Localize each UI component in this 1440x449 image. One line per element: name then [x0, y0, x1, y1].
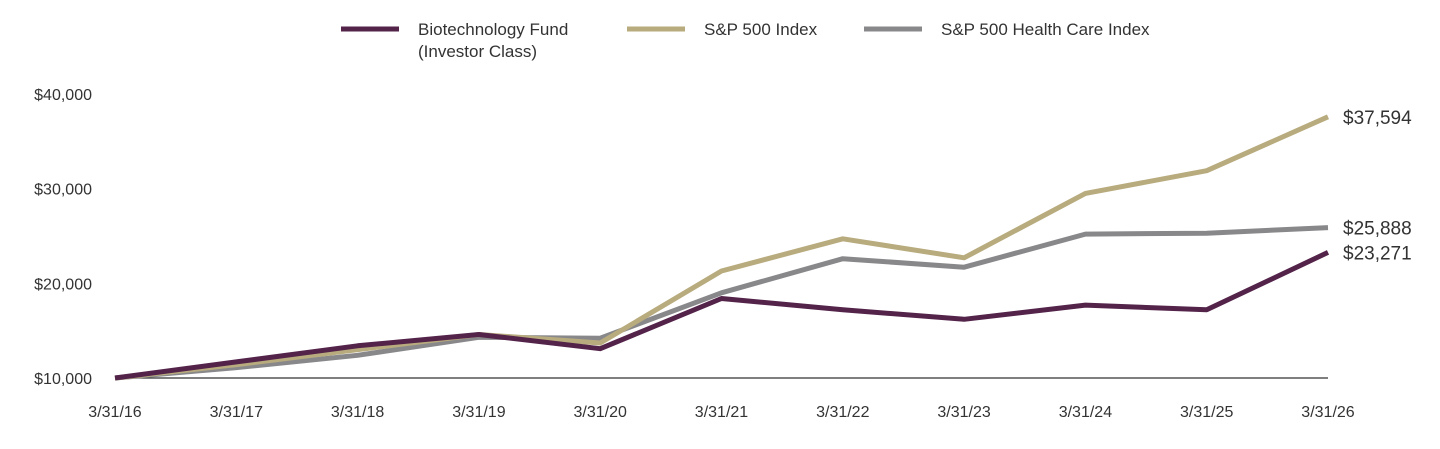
x-tick-label: 3/31/26: [1301, 404, 1354, 421]
x-tick-label: 3/31/19: [452, 404, 505, 421]
y-tick-label: $10,000: [34, 371, 92, 388]
legend-label: S&P 500 Health Care Index: [941, 20, 1150, 39]
y-tick-label: $40,000: [34, 87, 92, 104]
legend: Biotechnology Fund (Investor Class) S&P 50…: [341, 20, 1150, 61]
end-value-label: $25,888: [1343, 219, 1412, 240]
legend-label: S&P 500 Index: [704, 20, 818, 39]
series-line: [114, 225, 1329, 381]
y-tick-label: $30,000: [34, 182, 92, 199]
end-labels: $23,271 $37,594 $25,888: [1343, 108, 1412, 265]
x-tick-label: 3/31/25: [1180, 404, 1233, 421]
y-tick-label: $20,000: [34, 276, 92, 293]
x-tick-label: 3/31/21: [695, 404, 748, 421]
x-tick-label: 3/31/20: [574, 404, 627, 421]
axes: $10,000 $20,000 $30,000 $40,000 3/31/16 3/31/…: [34, 87, 1355, 421]
x-tick-label: 3/31/17: [210, 404, 263, 421]
x-tick-label: 3/31/23: [937, 404, 990, 421]
x-tick-label: 3/31/16: [88, 404, 141, 421]
x-tick-label: 3/31/24: [1059, 404, 1112, 421]
x-tick-label: 3/31/18: [331, 404, 384, 421]
end-value-label: $23,271: [1343, 243, 1412, 264]
legend-label: (Investor Class): [418, 42, 537, 61]
x-tick-label: 3/31/22: [816, 404, 869, 421]
series-line: [114, 250, 1330, 381]
series-lines: [114, 114, 1330, 381]
legend-label: Biotechnology Fund: [418, 20, 568, 39]
end-value-label: $37,594: [1343, 108, 1412, 129]
series-line: [114, 114, 1330, 381]
